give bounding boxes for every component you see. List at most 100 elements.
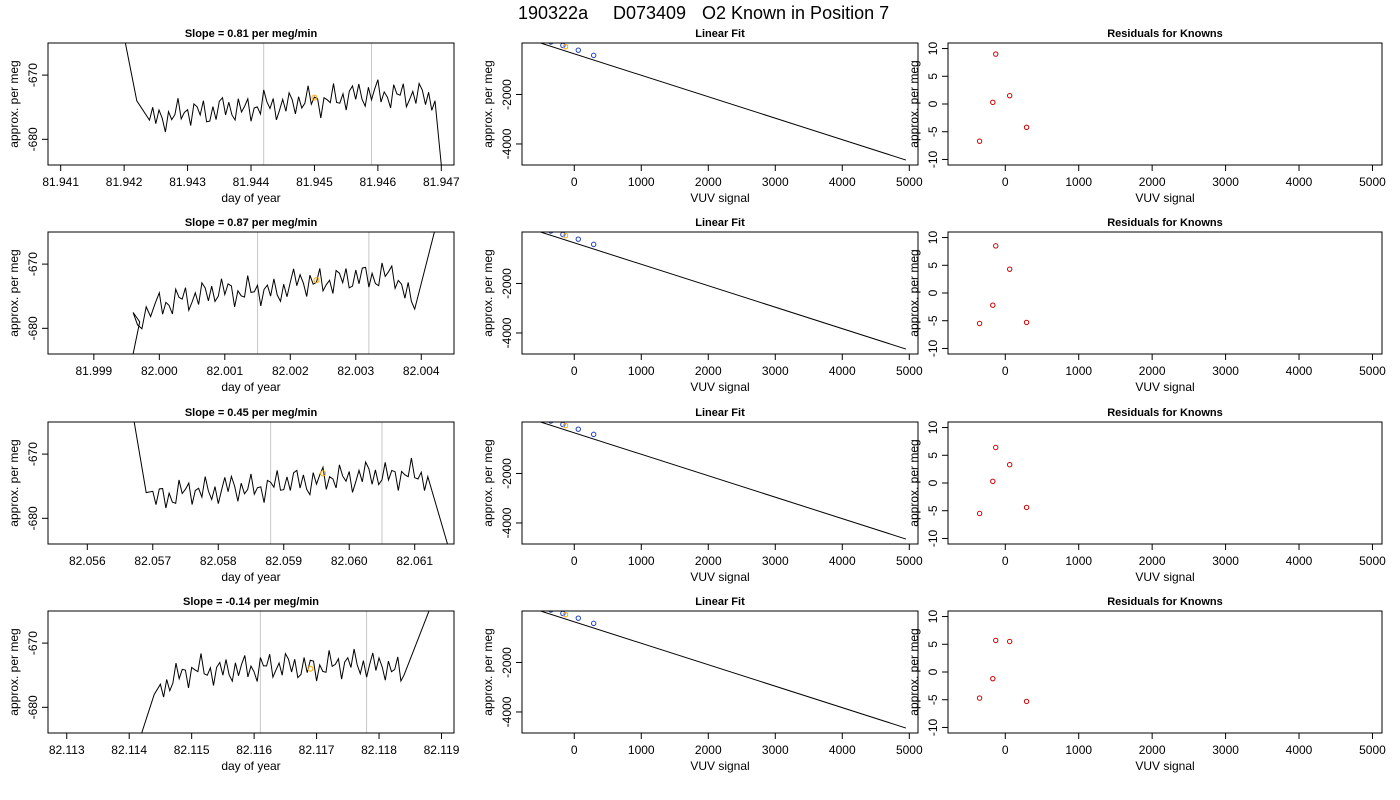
panel-title: Residuals for Knowns xyxy=(1107,217,1223,229)
y-axis: 10 5 0 -5 -10 xyxy=(926,610,949,736)
plot-area xyxy=(538,422,907,540)
y-axis-label: approx. per meg xyxy=(7,249,21,336)
plot-area xyxy=(976,444,1030,517)
y-axis: -670 -680 xyxy=(26,442,49,530)
x-tick-label: 5000 xyxy=(1359,554,1386,568)
x-tick-label: 5000 xyxy=(1359,364,1386,378)
x-axis-label: VUV signal xyxy=(1135,191,1194,205)
x-tick-label: 5000 xyxy=(896,364,923,378)
x-tick-label: 5000 xyxy=(896,743,923,757)
fit-point xyxy=(590,620,597,627)
run-label: 190322a xyxy=(518,3,589,23)
y-axis: 10 5 0 -5 -10 xyxy=(926,421,949,547)
panel-title: Residuals for Knowns xyxy=(1107,407,1223,419)
x-tick-label: 2000 xyxy=(695,175,722,189)
y-tick-label: -680 xyxy=(26,506,40,530)
y-axis-label: approx. per meg xyxy=(907,60,921,147)
y-tick-label: -670 xyxy=(26,252,40,276)
y-tick-label: 10 xyxy=(926,421,940,435)
x-tick-label: 5000 xyxy=(896,175,923,189)
y-tick-label: 10 xyxy=(926,231,940,245)
y-axis: 10 5 0 -5 -10 xyxy=(926,231,949,357)
x-axis: 0 1000 2000 3000 4000 5000 xyxy=(1002,732,1386,757)
y-axis: -2000 -4000 xyxy=(500,458,523,538)
x-axis: 81.999 82.000 82.001 82.002 82.003 82.004 xyxy=(75,353,440,378)
y-tick-label: -670 xyxy=(26,63,40,87)
x-axis-label: VUV signal xyxy=(690,570,749,584)
x-tick-label: 3000 xyxy=(1212,554,1239,568)
fit-point xyxy=(548,611,554,613)
x-tick-label: 0 xyxy=(1002,175,1009,189)
y-tick-label: 5 xyxy=(926,262,940,269)
concentration-trace xyxy=(133,422,448,544)
x-tick-label: 0 xyxy=(571,175,578,189)
x-axis: 0 1000 2000 3000 4000 5000 xyxy=(571,732,923,757)
fit-point xyxy=(548,422,554,424)
panel-title: Linear Fit xyxy=(695,407,745,419)
x-tick-label: 82.001 xyxy=(206,364,243,378)
x-tick-label: 4000 xyxy=(1286,175,1313,189)
x-tick-label: 4000 xyxy=(1286,364,1313,378)
x-tick-label: 1000 xyxy=(628,743,655,757)
residual-point xyxy=(1023,319,1030,326)
x-tick-label: 81.941 xyxy=(42,175,79,189)
residual-point xyxy=(993,51,999,57)
fit-point xyxy=(590,241,597,248)
plot-frame xyxy=(947,610,1383,734)
x-tick-label: 0 xyxy=(1002,743,1009,757)
mean-value-marker xyxy=(313,277,320,284)
y-axis: -670 -680 xyxy=(26,63,49,151)
residual-point xyxy=(1006,92,1013,99)
y-axis-label: approx. per meg xyxy=(481,628,495,715)
highlighted-fit-point xyxy=(562,612,569,618)
x-axis-label: VUV signal xyxy=(1135,380,1194,394)
x-tick-label: 82.113 xyxy=(49,743,85,757)
y-axis-label: approx. per meg xyxy=(481,249,495,336)
y-tick-label: 5 xyxy=(926,452,940,459)
y-tick-label: -680 xyxy=(26,316,40,340)
x-tick-label: 82.060 xyxy=(331,554,368,568)
panel-grid: Slope = 0.81 per meg/min 81.941 81.942 81.9… xyxy=(7,28,1386,773)
x-tick-label: 81.942 xyxy=(106,175,143,189)
x-axis-label: VUV signal xyxy=(690,380,749,394)
y-axis-label: approx. per meg xyxy=(907,439,921,526)
plot-frame xyxy=(947,421,1383,545)
panel-linear-fit-2: Linear Fit 0 1000 2000 3000 4000 5000 VUV signa… xyxy=(481,217,923,394)
panel-title: Residuals for Knowns xyxy=(1107,28,1223,40)
x-axis-label: day of year xyxy=(221,759,280,773)
y-axis: -2000 -4000 xyxy=(500,647,523,727)
y-tick-label: -4000 xyxy=(500,507,514,538)
x-axis: 0 1000 2000 3000 4000 5000 xyxy=(1002,543,1386,568)
fit-point xyxy=(548,232,554,234)
residual-point xyxy=(990,478,996,485)
highlighted-fit-point xyxy=(562,44,569,50)
x-tick-label: 0 xyxy=(571,743,578,757)
x-tick-label: 5000 xyxy=(1359,743,1386,757)
y-tick-label: -2000 xyxy=(500,79,514,110)
x-tick-label: 0 xyxy=(1002,554,1009,568)
panel-title: Slope = 0.81 per meg/min xyxy=(185,28,318,40)
residual-point xyxy=(993,637,999,644)
y-tick-label: -4000 xyxy=(500,696,514,727)
y-tick-label: -2000 xyxy=(500,268,514,299)
x-tick-label: 82.003 xyxy=(337,364,374,378)
y-tick-label: -2000 xyxy=(500,458,514,489)
x-axis-label: VUV signal xyxy=(690,759,749,773)
y-axis-label: approx. per meg xyxy=(7,60,21,147)
plot-frame xyxy=(947,42,1383,166)
residual-point xyxy=(1006,462,1013,468)
figure-title: 190322a D073409 O2 Known in Position 7 xyxy=(518,3,889,23)
x-axis: 0 1000 2000 3000 4000 5000 xyxy=(571,543,923,568)
residual-point xyxy=(993,444,999,451)
y-tick-label: -10 xyxy=(926,339,940,357)
y-tick-label: 10 xyxy=(926,42,940,56)
y-tick-label: 0 xyxy=(926,289,940,296)
x-tick-label: 81.999 xyxy=(75,364,112,378)
x-tick-label: 2000 xyxy=(1139,364,1166,378)
y-tick-label: 0 xyxy=(926,100,940,107)
y-tick-label: -4000 xyxy=(500,128,514,159)
